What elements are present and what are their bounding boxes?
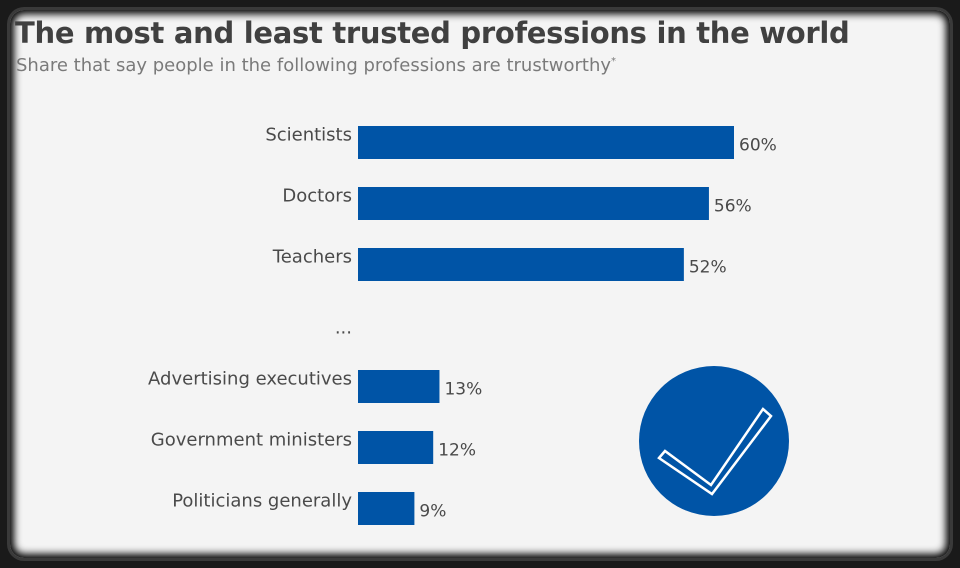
category-label-ellipsis: ... bbox=[335, 318, 352, 339]
value-label-doctors: 56% bbox=[714, 197, 752, 217]
subtitle-footnote-mark: * bbox=[611, 56, 617, 67]
category-label-scientists: Scientists bbox=[265, 125, 352, 146]
bar-doctors bbox=[358, 187, 709, 220]
value-label-scientists: 60% bbox=[739, 136, 777, 156]
category-label-politicians-generally: Politicians generally bbox=[172, 491, 352, 512]
bar-politicians-generally bbox=[358, 492, 415, 525]
chart-title: The most and least trusted professions i… bbox=[15, 16, 850, 50]
checkmark-badge bbox=[639, 366, 789, 516]
category-label-doctors: Doctors bbox=[282, 186, 352, 207]
bar-teachers bbox=[358, 248, 684, 281]
value-label-politicians-generally: 9% bbox=[419, 502, 446, 522]
badge-circle bbox=[639, 366, 789, 516]
bar-scientists bbox=[358, 126, 734, 159]
subtitle-text: Share that say people in the following p… bbox=[16, 55, 612, 76]
category-label-teachers: Teachers bbox=[272, 247, 352, 268]
value-label-government-ministers: 12% bbox=[438, 441, 476, 461]
bars-group: Scientists 60% Doctors 56% Teachers 52%... Adv… bbox=[148, 125, 777, 525]
bar-government-ministers bbox=[358, 431, 434, 464]
category-label-advertising-executives: Advertising executives bbox=[148, 369, 352, 390]
bar-advertising-executives bbox=[358, 370, 440, 403]
value-label-advertising-executives: 13% bbox=[444, 380, 482, 400]
chart-card bbox=[10, 10, 950, 558]
checkmark-icon bbox=[657, 407, 773, 496]
chart-subtitle: Share that say people in the following p… bbox=[16, 55, 616, 76]
value-label-teachers: 52% bbox=[689, 258, 727, 278]
category-label-government-ministers: Government ministers bbox=[151, 430, 352, 451]
